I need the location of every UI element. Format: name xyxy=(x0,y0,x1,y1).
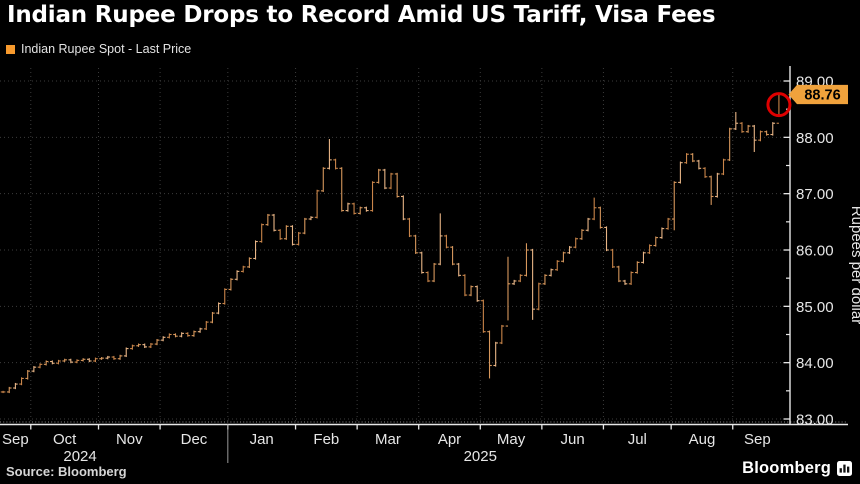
legend-label: Indian Rupee Spot - Last Price xyxy=(21,42,192,56)
x-year-label: 2024 xyxy=(63,448,96,464)
bloomberg-terminal-icon xyxy=(837,461,852,476)
x-month-label: Mar xyxy=(375,431,401,448)
legend: Indian Rupee Spot - Last Price xyxy=(6,42,191,56)
headline: Indian Rupee Drops to Record Amid US Tar… xyxy=(7,2,716,28)
x-month-label: Aug xyxy=(689,431,716,448)
record-annotation-circle xyxy=(766,92,792,118)
x-month-label: May xyxy=(497,431,526,448)
x-month-label: Apr xyxy=(438,431,461,448)
bloomberg-logo: Bloomberg xyxy=(742,459,852,478)
bloomberg-wordmark: Bloomberg xyxy=(742,459,831,477)
y-tick-label: 86.00 xyxy=(796,243,834,260)
x-month-label: Oct xyxy=(53,431,77,448)
source-credit: Source: Bloomberg xyxy=(6,464,127,479)
y-tick-label: 83.00 xyxy=(796,412,834,429)
x-month-label: Jan xyxy=(250,431,274,448)
last-price-badge xyxy=(788,84,848,105)
y-tick-label: 88.00 xyxy=(796,130,834,147)
x-month-label: Jun xyxy=(561,431,585,448)
price-chart: 83.00 84.00 85.00 86.00 87.00 88.00 89.00 Rupee… xyxy=(0,66,860,464)
y-tick-label: 84.00 xyxy=(796,355,834,372)
y-axis-title: Rupees per dollar xyxy=(848,206,860,324)
legend-swatch-icon xyxy=(6,44,15,54)
x-month-label: Sep xyxy=(744,431,771,448)
y-tick-label: 85.00 xyxy=(796,299,834,316)
x-month-label: Feb xyxy=(313,431,339,448)
x-month-label: Sep xyxy=(2,431,29,448)
y-tick-label: 89.00 xyxy=(796,74,834,91)
x-month-label: Nov xyxy=(116,431,143,448)
last-price-value: 88.76 xyxy=(804,88,840,104)
y-tick-label: 87.00 xyxy=(796,186,834,203)
x-month-label: Dec xyxy=(181,431,208,448)
x-year-label: 2025 xyxy=(464,448,497,464)
x-month-label: Jul xyxy=(628,431,647,448)
